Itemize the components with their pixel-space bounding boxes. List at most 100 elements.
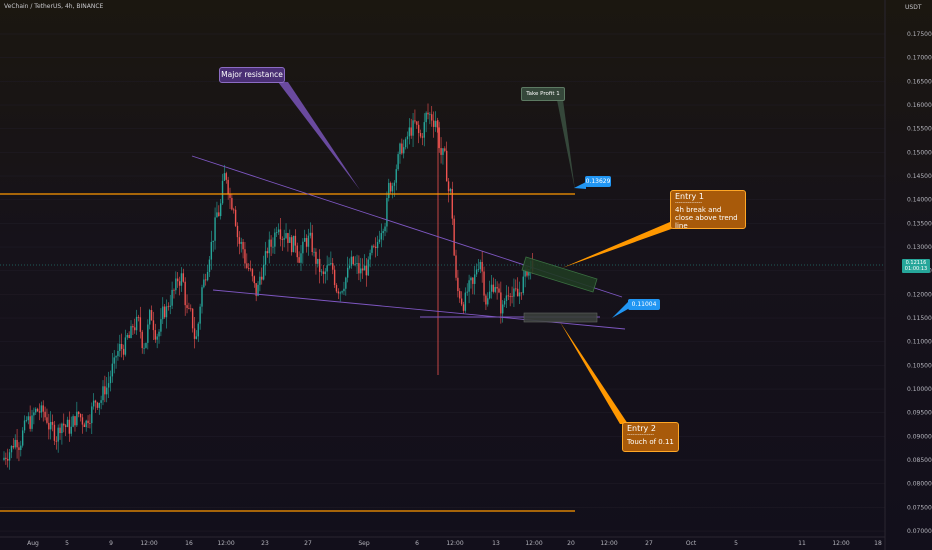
candle-body[interactable] [210,241,213,260]
candle-body[interactable] [518,292,521,297]
candle-body[interactable] [414,120,416,122]
candle-body[interactable] [218,212,220,217]
candle-body[interactable] [16,439,18,448]
candle-body[interactable] [292,235,295,253]
candle-body[interactable] [507,295,510,297]
candle-body[interactable] [485,295,487,305]
candle-body[interactable] [492,284,495,292]
candle-body[interactable] [345,277,347,289]
candle-body[interactable] [294,235,297,246]
candle-body[interactable] [111,363,114,377]
candle-body[interactable] [421,136,424,138]
candle-body[interactable] [363,265,366,271]
candle-body[interactable] [477,269,480,271]
candle-body[interactable] [83,424,86,428]
candle-body[interactable] [262,264,265,280]
currency-label[interactable]: USDT [905,4,922,11]
candle-body[interactable] [369,252,371,260]
candle-body[interactable] [91,406,93,424]
candle-body[interactable] [134,327,136,331]
candle-body[interactable] [453,218,455,256]
candle-body[interactable] [98,402,100,408]
candle-body[interactable] [169,305,171,307]
candle-body[interactable] [419,133,422,137]
candle-body[interactable] [459,291,461,299]
candle-body[interactable] [231,197,233,210]
candle-body[interactable] [10,446,13,453]
candle-body[interactable] [167,306,170,308]
candle-body[interactable] [339,292,341,294]
candle-body[interactable] [386,197,388,227]
candle-body[interactable] [29,416,31,429]
candle-body[interactable] [154,330,156,340]
candle-body[interactable] [249,268,252,270]
candle-body[interactable] [266,251,269,254]
candle-body[interactable] [447,181,450,192]
candle-body[interactable] [147,324,149,343]
candle-body[interactable] [7,458,9,461]
candle-body[interactable] [23,420,26,431]
candle-body[interactable] [132,326,134,328]
candle-body[interactable] [350,256,353,266]
candle-body[interactable] [61,423,63,434]
candle-body[interactable] [246,263,248,268]
candle-body[interactable] [163,306,166,318]
candle-body[interactable] [311,232,313,253]
candle-body[interactable] [373,245,375,247]
candle-body[interactable] [139,317,142,332]
candle-body[interactable] [468,280,470,292]
candle-body[interactable] [397,154,399,170]
descending-support-trendline[interactable] [212,289,626,330]
candle-body[interactable] [466,291,468,293]
candle-body[interactable] [515,288,517,290]
candle-body[interactable] [326,265,328,272]
candle-body[interactable] [307,235,310,247]
candle-body[interactable] [92,400,95,407]
candle-body[interactable] [143,347,145,349]
candle-body[interactable] [36,408,39,412]
tp-price-label[interactable]: 0.13629 [585,176,611,187]
current-price-tag[interactable]: 0.12116 01:00:13 [902,259,930,273]
candle-body[interactable] [283,238,285,240]
candle-body[interactable] [360,268,362,274]
candle-body[interactable] [474,274,476,284]
candle-body[interactable] [240,241,242,244]
candle-body[interactable] [388,182,390,198]
candle-body[interactable] [238,237,241,244]
entry2-zone[interactable] [523,312,598,323]
candle-body[interactable] [137,316,140,318]
candle-body[interactable] [432,120,435,127]
candle-body[interactable] [272,246,274,248]
candle-body[interactable] [296,245,298,258]
candle-body[interactable] [180,273,183,286]
candle-body[interactable] [158,331,160,337]
candle-body[interactable] [68,419,71,434]
candle-body[interactable] [389,182,392,192]
candle-body[interactable] [406,136,409,140]
candle-body[interactable] [445,150,448,182]
candle-body[interactable] [436,120,439,128]
candle-body[interactable] [451,189,453,219]
candle-body[interactable] [128,334,130,339]
candle-body[interactable] [358,263,360,274]
candle-body[interactable] [500,292,502,314]
candle-body[interactable] [449,189,452,192]
candle-body[interactable] [300,253,302,263]
candle-body[interactable] [416,121,418,125]
candle-body[interactable] [87,420,89,424]
candle-body[interactable] [214,217,216,241]
entry1-zone[interactable] [521,256,598,293]
candle-body[interactable] [513,288,515,297]
candle-body[interactable] [178,281,181,286]
candle-body[interactable] [464,292,467,311]
candle-body[interactable] [494,287,496,292]
candle-body[interactable] [483,271,485,296]
candle-body[interactable] [259,276,261,285]
candle-body[interactable] [511,296,513,297]
candle-body[interactable] [393,182,396,186]
candle-body[interactable] [470,277,472,281]
candle-body[interactable] [152,320,155,331]
candle-body[interactable] [434,120,437,127]
candle-body[interactable] [96,402,99,408]
candle-body[interactable] [305,237,308,247]
